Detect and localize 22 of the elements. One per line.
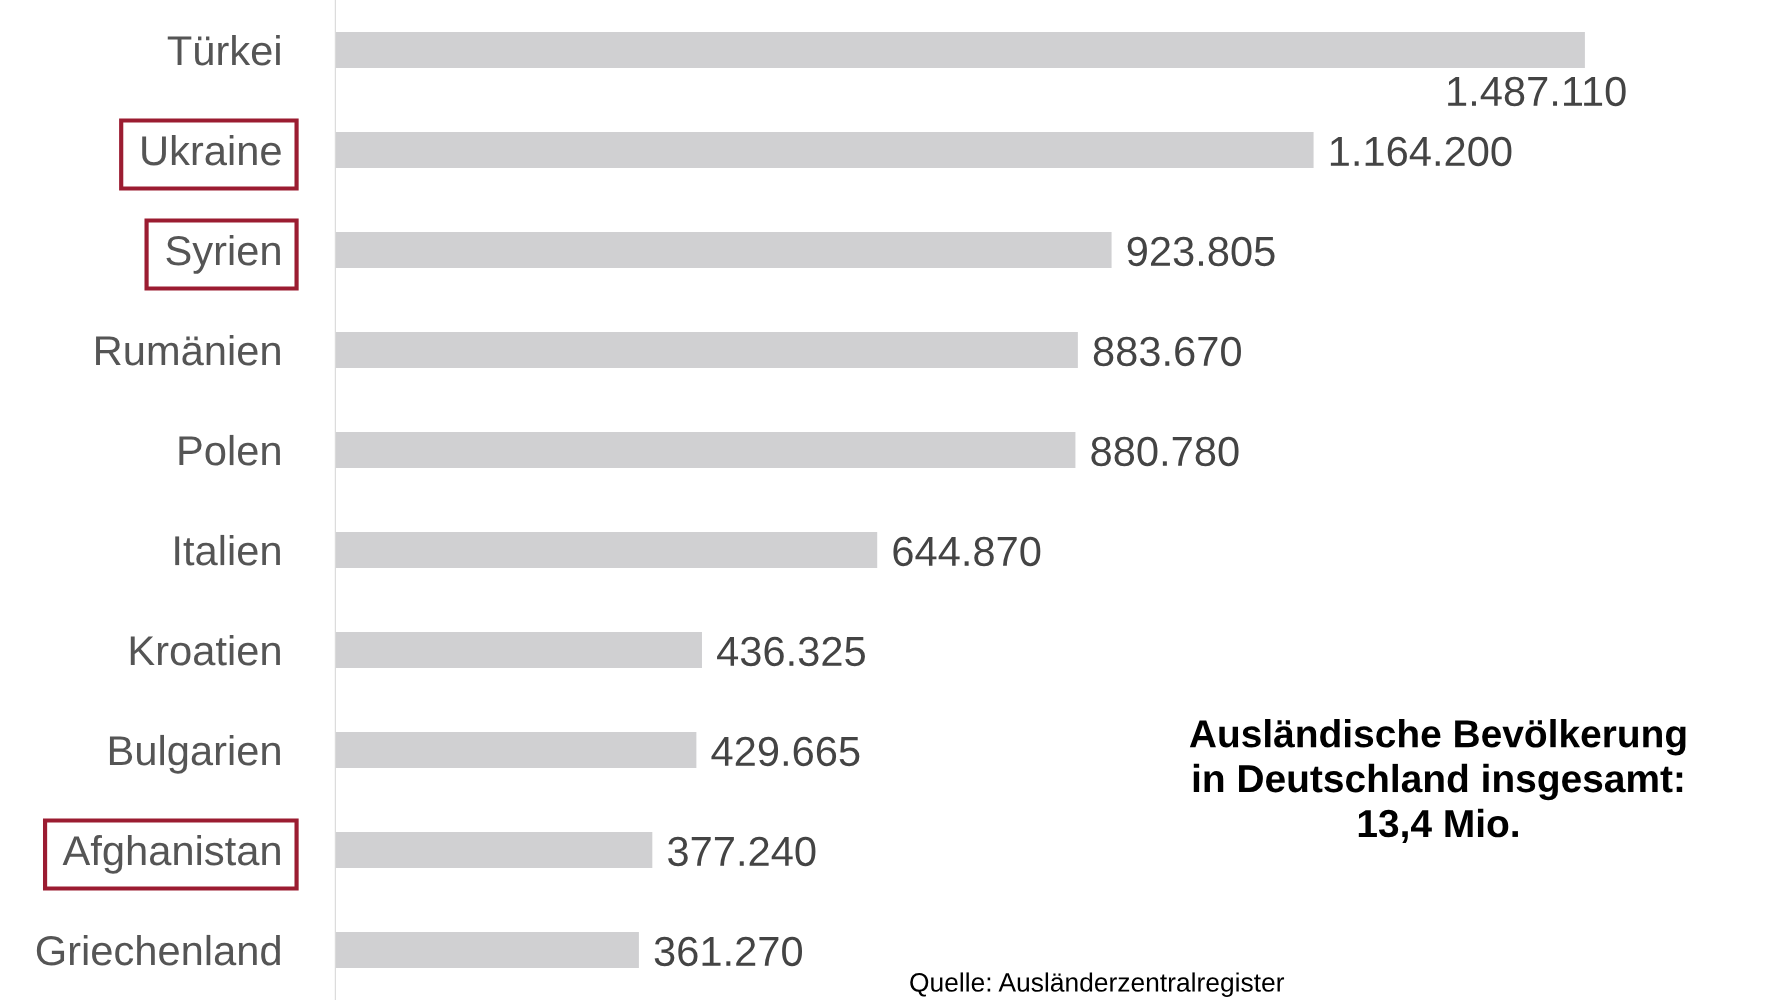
y-tick-label: Ukraine — [142, 134, 281, 166]
data-label: 361.270 — [654, 936, 803, 967]
annotation: Ausländische Bevölkerung in Deutschland insgesamt: 13,4 Mio. — [1189, 719, 1686, 843]
y-tick-label: Syrien — [166, 234, 280, 274]
y-tick-label: Italien — [175, 534, 280, 566]
y-tick-label: Kroatien — [130, 634, 280, 666]
data-label: 429.665 — [711, 736, 860, 767]
data-label: 377.240 — [668, 836, 816, 867]
data-label: 883.670 — [1093, 336, 1241, 367]
data-label: 923.805 — [1127, 236, 1275, 267]
y-tick-label: Rumänien — [96, 334, 280, 366]
annotation: Quelle: Ausländerzentralregister — [910, 972, 1285, 997]
data-label: 644.870 — [893, 536, 1041, 567]
y-tick-label: Türkei — [167, 34, 280, 66]
y-tick-label: Griechenland — [36, 934, 280, 966]
data-label: 1.487.110 — [1448, 76, 1626, 107]
data-label: 880.780 — [1091, 436, 1239, 467]
y-tick-label: Polen — [179, 434, 280, 466]
y-tick-label: Afghanistan — [62, 834, 280, 874]
y-tick-label: Bulgarien — [109, 734, 280, 774]
data-label: 436.325 — [717, 636, 865, 667]
data-label: 1.164.200 — [1330, 136, 1512, 167]
